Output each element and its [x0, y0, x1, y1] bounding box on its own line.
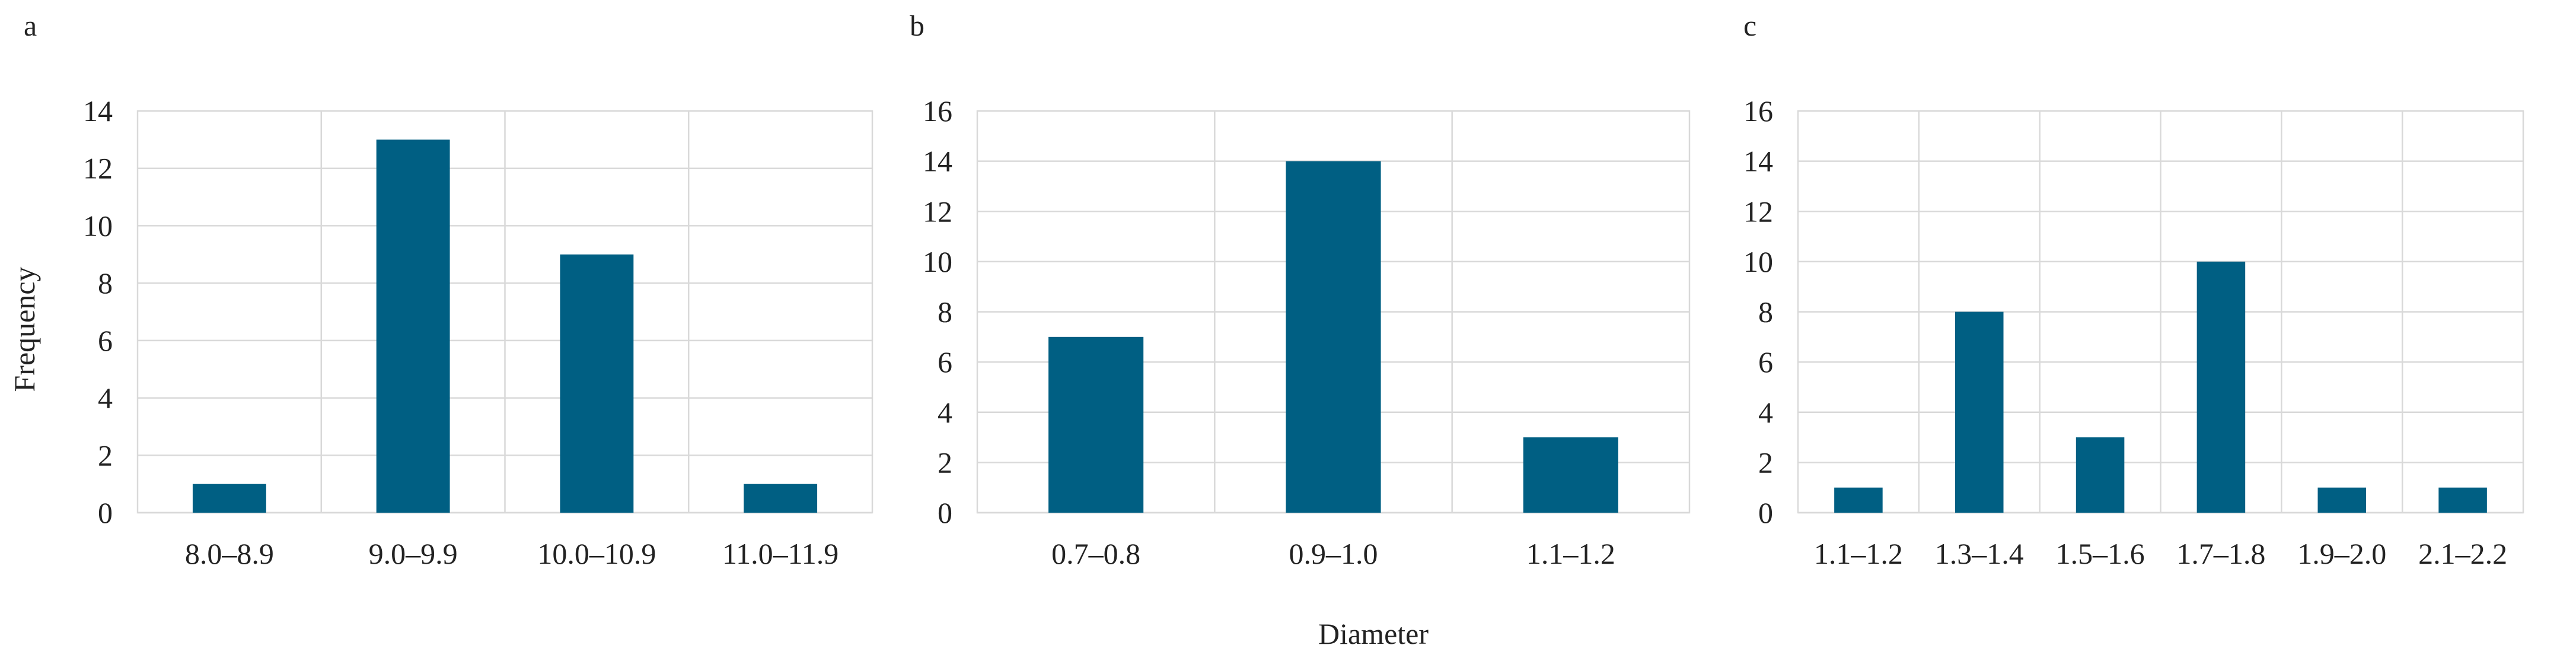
panel-letter: b	[910, 9, 924, 42]
chart-panels: a 0 2 4 6 8 10 12 14 8.0–8.9 9.0–9.9 10.0–10.9 11.0–…	[24, 9, 2524, 570]
y-tick-label: 14	[83, 94, 113, 128]
y-tick-label: 12	[83, 152, 113, 185]
bar	[744, 484, 818, 513]
y-tick-label: 4	[1758, 396, 1773, 429]
bar	[1048, 336, 1144, 513]
y-tick-label: 2	[98, 439, 113, 472]
bar	[376, 139, 450, 513]
x-category-label: 1.7–1.8	[2176, 537, 2265, 570]
y-tick-label: 0	[98, 496, 113, 529]
panel-letter: a	[24, 9, 37, 42]
x-category-label: 1.5–1.6	[2056, 537, 2145, 570]
x-category-label: 1.1–1.2	[1814, 537, 1903, 570]
x-category-label: 1.9–2.0	[2297, 537, 2386, 570]
x-category-label: 11.0–11.9	[722, 537, 839, 570]
plot-frame	[1797, 110, 2524, 514]
y-tick-label: 4	[98, 382, 113, 415]
bar	[2317, 487, 2367, 513]
bar	[2438, 487, 2487, 513]
y-tick-label: 6	[1758, 345, 1773, 379]
bar	[2196, 261, 2246, 513]
y-tick-label: 0	[938, 496, 952, 529]
x-axis-title: Diameter	[1318, 617, 1429, 650]
y-tick-label: 8	[938, 296, 952, 329]
x-category-label: 9.0–9.9	[369, 537, 458, 570]
bar	[1523, 437, 1618, 513]
x-category-label: 1.3–1.4	[1935, 537, 2024, 570]
y-tick-label: 12	[1743, 195, 1773, 228]
x-category-label: 0.7–0.8	[1051, 537, 1140, 570]
x-category-label: 2.1–2.2	[2418, 537, 2507, 570]
x-category-label: 10.0–10.9	[537, 537, 656, 570]
panel-b: b 0 2 4 6 8 10 12 14 16 0.7–0.8 0.9–1.0 1.1–1.2	[910, 9, 1691, 570]
bar	[1286, 161, 1381, 513]
y-tick-label: 16	[923, 94, 952, 128]
y-axis-title: Frequency	[8, 266, 41, 392]
y-tick-label: 10	[1743, 245, 1773, 278]
y-tick-label: 14	[923, 145, 952, 178]
y-tick-label: 10	[923, 245, 952, 278]
x-category-label: 0.9–1.0	[1289, 537, 1378, 570]
y-tick-label: 12	[923, 195, 952, 228]
y-tick-label: 0	[1758, 496, 1773, 529]
bar	[1955, 312, 2004, 513]
bar	[192, 484, 266, 513]
y-tick-label: 10	[83, 209, 113, 242]
y-tick-label: 6	[938, 345, 952, 379]
panel-letter: c	[1743, 9, 1756, 42]
y-tick-label: 8	[1758, 296, 1773, 329]
y-tick-label: 6	[98, 324, 113, 357]
y-tick-label: 4	[938, 396, 952, 429]
panel-c: c 0 2 4 6 8 10 12 14 16 1.1–1.2 1.3–1.4 1.5–1.6 1.7–1…	[1743, 9, 2524, 570]
bar	[1834, 487, 1883, 513]
y-tick-label: 2	[938, 446, 952, 479]
y-tick-label: 14	[1743, 145, 1773, 178]
x-category-label: 8.0–8.9	[185, 537, 274, 570]
y-tick-label: 8	[98, 266, 113, 300]
y-tick-label: 2	[1758, 446, 1773, 479]
y-tick-label: 16	[1743, 94, 1773, 128]
bar	[560, 254, 634, 513]
plot-frame	[136, 110, 873, 514]
bar	[2076, 437, 2125, 513]
panel-a: a 0 2 4 6 8 10 12 14 8.0–8.9 9.0–9.9 10.0–10.9 11.0–…	[24, 9, 873, 570]
x-category-label: 1.1–1.2	[1526, 537, 1615, 570]
